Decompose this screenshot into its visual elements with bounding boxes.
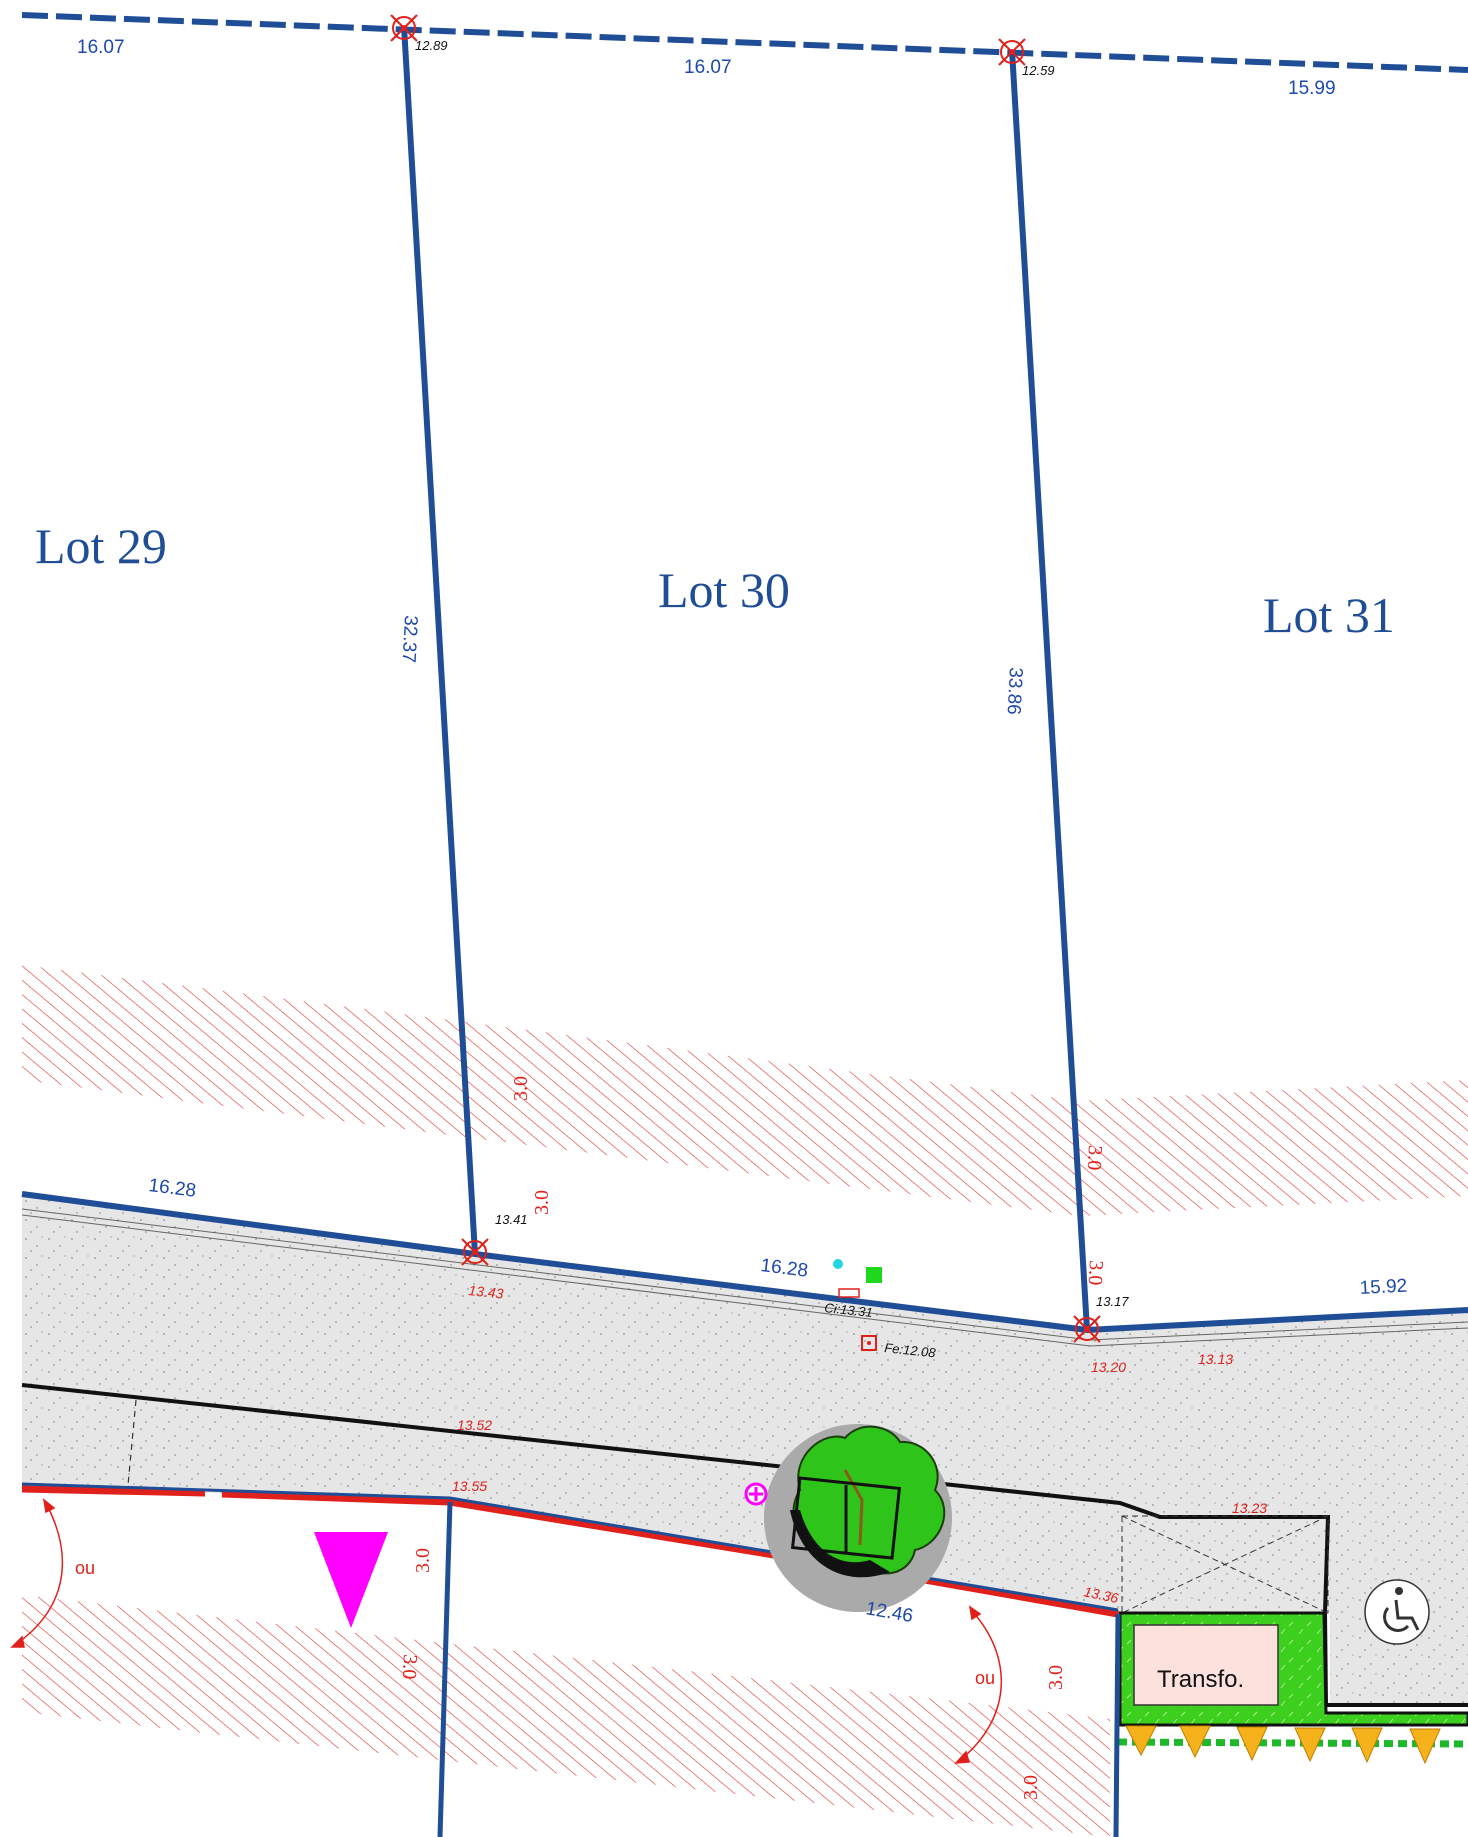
dimension-front-left: 16.28 xyxy=(147,1175,197,1202)
dimension-front-mid: 16.28 xyxy=(759,1255,809,1282)
dimension-front-right: 15.92 xyxy=(1359,1276,1408,1299)
altitude-front-1: 13.41 xyxy=(495,1212,528,1227)
altitude-ci: Ci:13.31 xyxy=(824,1300,874,1320)
dimension-top-right: 15.99 xyxy=(1288,78,1336,99)
green-square-icon xyxy=(866,1267,882,1283)
transfo-area: Transfo. xyxy=(1117,1611,1468,1765)
lot-label-31: Lot 31 xyxy=(1263,587,1395,643)
setback-4: 3.0 xyxy=(1084,1260,1107,1286)
altitude-red-1: 13.43 xyxy=(468,1282,505,1302)
magenta-triangle-icon xyxy=(314,1532,388,1628)
altitude-red-6: 13.23 xyxy=(1232,1500,1267,1516)
setback-2: 3.0 xyxy=(1083,1145,1106,1171)
setback-3: 3.0 xyxy=(531,1190,553,1215)
manhole-icon xyxy=(838,1288,860,1298)
tree-icon xyxy=(764,1424,952,1612)
dimension-top-mid: 16.07 xyxy=(684,57,732,78)
dimension-sidewalk: 12.46 xyxy=(864,1598,914,1627)
dimension-side-right: 33.86 xyxy=(1003,667,1026,716)
altitude-red-5: 13.55 xyxy=(452,1478,487,1494)
altitude-red-4: 13.52 xyxy=(457,1417,492,1433)
setback-5: 3.0 xyxy=(412,1548,434,1573)
transfo-box xyxy=(1133,1624,1279,1706)
wheelchair-icon xyxy=(1364,1579,1430,1645)
dimension-side-left: 32.37 xyxy=(398,615,421,664)
setback-hatch-bands xyxy=(22,965,1468,1837)
altitude-red-2: 13.20 xyxy=(1091,1359,1126,1375)
lot-label-29: Lot 29 xyxy=(35,518,167,574)
altitude-red-3: 13.13 xyxy=(1198,1351,1233,1367)
alternative-arrows xyxy=(10,1498,1003,1764)
setback-6: 3.0 xyxy=(398,1654,421,1680)
altitude-front-2: 13.17 xyxy=(1096,1294,1129,1309)
cyan-point-icon xyxy=(833,1259,843,1269)
altitude-top-2: 12.59 xyxy=(1022,63,1055,78)
ou-label-right: ou xyxy=(975,1668,995,1688)
setback-8: 3.0 xyxy=(1020,1775,1042,1800)
dimension-top-left: 16.07 xyxy=(77,37,125,58)
lot-label-30: Lot 30 xyxy=(658,562,790,618)
orange-triangle-row xyxy=(1125,1725,1441,1765)
setback-1: 3.0 xyxy=(510,1076,532,1101)
setback-7: 3.0 xyxy=(1045,1665,1067,1690)
valve-box-icon xyxy=(861,1335,877,1351)
altitude-top-1: 12.89 xyxy=(415,38,448,53)
utility-symbols xyxy=(314,1259,882,1628)
lot-boundaries xyxy=(21,12,1468,1837)
altitude-red-7: 13.36 xyxy=(1082,1583,1120,1606)
transfo-label: Transfo. xyxy=(1157,1666,1244,1693)
ou-label-left: ou xyxy=(75,1558,95,1578)
altitude-fe: Fe:12.08 xyxy=(884,1340,937,1360)
